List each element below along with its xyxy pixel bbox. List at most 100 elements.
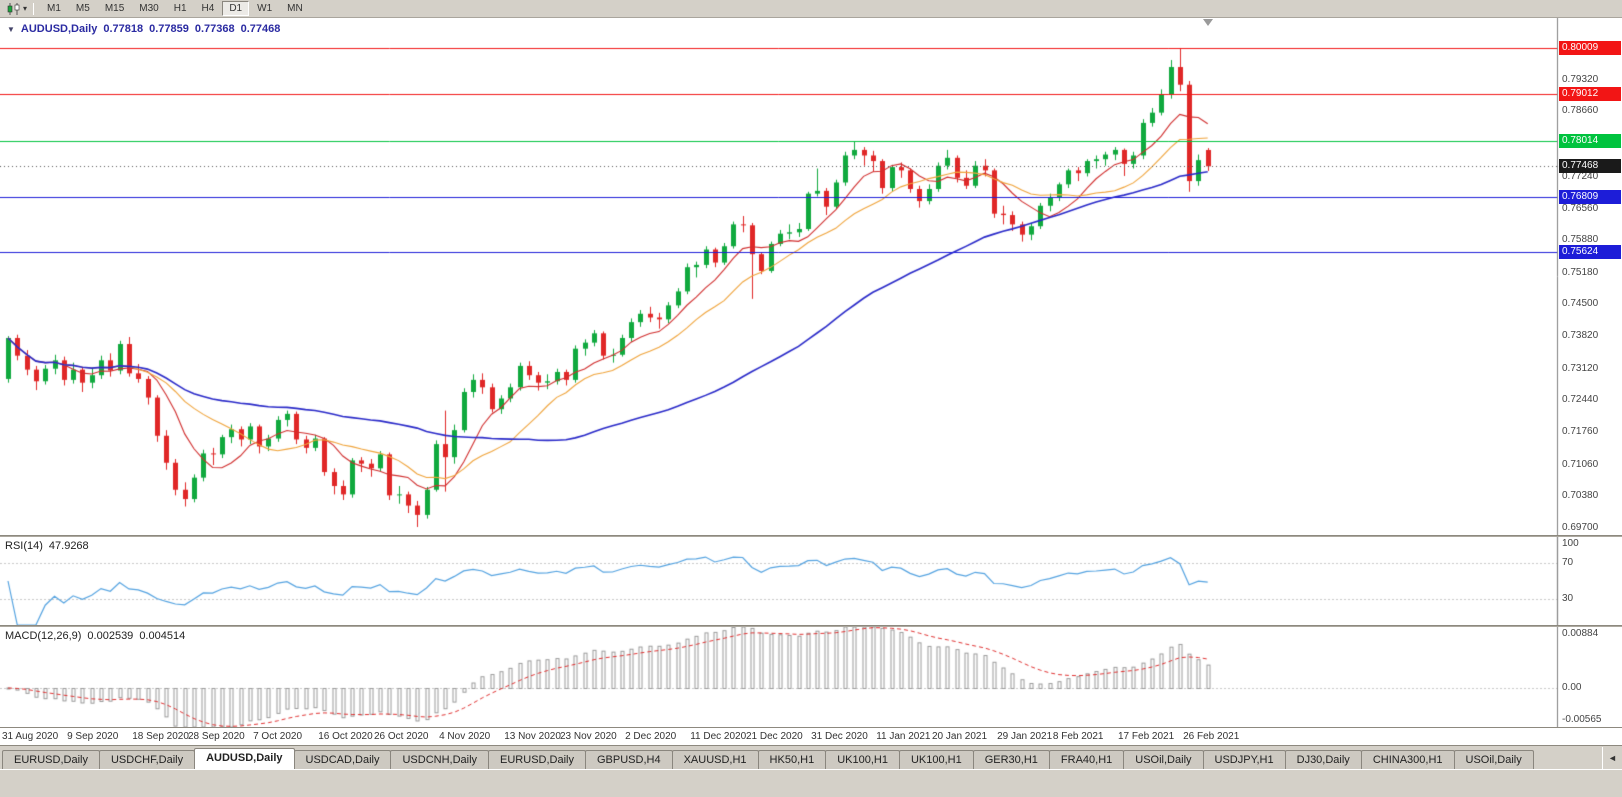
chart-tab-gbpusd-h4[interactable]: GBPUSD,H4 — [585, 750, 673, 769]
chart-tab-hk50-h1[interactable]: HK50,H1 — [757, 750, 827, 769]
chart-tab-audusd-daily[interactable]: AUDUSD,Daily — [194, 748, 295, 769]
date-label: 11 Jan 2021 — [876, 731, 931, 742]
ohlc-open-value: 0.77818 — [103, 23, 144, 35]
timeframe-buttons: M1 M5 M15 M30 H1 H4 D1 W1 MN — [40, 1, 311, 16]
date-label: 26 Oct 2020 — [374, 731, 429, 742]
macd-indicator-pane[interactable] — [0, 627, 1622, 727]
chart-tab-usoil-daily[interactable]: USOil,Daily — [1123, 750, 1204, 769]
date-label: 29 Jan 2021 — [997, 731, 1053, 742]
chart-shift-marker-icon[interactable] — [1203, 19, 1213, 26]
date-label: 26 Feb 2021 — [1183, 731, 1240, 742]
toolbar-separator — [33, 2, 35, 15]
chart-tab-ger30-h1[interactable]: GER30,H1 — [972, 750, 1050, 769]
macd-name: MACD(12,26,9) — [5, 630, 82, 642]
date-label: 11 Dec 2020 — [690, 731, 747, 742]
macd-axis[interactable] — [1558, 627, 1622, 727]
price-tick: 0.74500 — [1562, 298, 1599, 310]
hline-price-label: 0.79012 — [1559, 87, 1621, 102]
chart-type-button[interactable]: ▾ — [4, 2, 30, 15]
chart-tabs: EURUSD,Daily USDCHF,Daily AUDUSD,Daily USDC… — [0, 746, 1602, 769]
collapse-panel-icon[interactable]: ▼ — [7, 24, 15, 34]
macd-signal-value: 0.004514 — [139, 630, 186, 642]
price-tick: 0.79320 — [1562, 74, 1599, 86]
timeframe-button-h1[interactable]: H1 — [173, 3, 187, 14]
date-label: 13 Nov 2020 — [504, 731, 561, 742]
chart-tab-fra40-h1[interactable]: FRA40,H1 — [1048, 750, 1125, 769]
price-tick: 0.77240 — [1562, 170, 1599, 182]
hline-price-label: 0.78014 — [1559, 133, 1621, 148]
chart-tab-xauusd-h1[interactable]: XAUUSD,H1 — [671, 750, 759, 769]
price-tick: 0.75880 — [1562, 234, 1599, 246]
date-label: 4 Nov 2020 — [439, 731, 491, 742]
date-label: 8 Feb 2021 — [1052, 731, 1104, 742]
date-label: 2 Dec 2020 — [625, 731, 677, 742]
rsi-indicator-label: RSI(14) 47.9268 — [5, 540, 89, 552]
rsi-name: RSI(14) — [5, 540, 43, 552]
date-label: 17 Feb 2021 — [1118, 731, 1175, 742]
rsi-indicator-pane[interactable] — [0, 537, 1622, 625]
macd-main-value: 0.002539 — [87, 630, 134, 642]
status-bar — [0, 769, 1622, 797]
rsi-value: 47.9268 — [48, 540, 89, 552]
chart-tab-china300-h1[interactable]: CHINA300,H1 — [1360, 750, 1455, 769]
chart-tab-uk100-h1[interactable]: UK100,H1 — [825, 750, 900, 769]
timeframe-button-d1[interactable]: D1 — [222, 1, 250, 16]
price-tick: 0.76560 — [1562, 202, 1599, 214]
macd-indicator-label: MACD(12,26,9) 0.002539 0.004514 — [5, 630, 185, 642]
chart-tab-eurusd-daily[interactable]: EURUSD,Daily — [488, 750, 586, 769]
price-tick: 0.72440 — [1562, 394, 1599, 406]
chart-tab-usdchf-daily[interactable]: USDCHF,Daily — [98, 750, 196, 769]
dropdown-arrow-icon: ▾ — [23, 3, 28, 13]
ohlc-close-value: 0.77468 — [240, 23, 281, 35]
chart-tab-usdcnh-daily[interactable]: USDCNH,Daily — [390, 750, 490, 769]
timeframe-button-m1[interactable]: M1 — [47, 3, 61, 14]
price-tick: 0.78660 — [1562, 104, 1599, 116]
main-price-chart[interactable] — [0, 18, 1622, 535]
price-tick: 0.73120 — [1562, 362, 1599, 374]
macd-axis-tick: 0.00884 — [1562, 628, 1599, 639]
timeframe-button-m30[interactable]: M30 — [139, 3, 159, 14]
current-price-label: 0.77468 — [1559, 159, 1621, 174]
ohlc-low-value: 0.77368 — [194, 23, 235, 35]
date-axis[interactable]: 31 Aug 2020 9 Sep 2020 18 Sep 2020 28 Sep 2… — [0, 727, 1622, 745]
price-tick: 0.69700 — [1562, 521, 1599, 533]
tab-scroll-left-button[interactable]: ◄ — [1602, 747, 1622, 769]
date-label: 28 Sep 2020 — [188, 731, 245, 742]
date-label: 31 Dec 2020 — [811, 731, 868, 742]
ohlc-high-value: 0.77859 — [149, 23, 189, 35]
timeframe-toolbar: ▾ M1 M5 M15 M30 H1 H4 D1 W1 MN — [0, 0, 1622, 18]
chart-tab-usdcad-daily[interactable]: USDCAD,Daily — [293, 750, 392, 769]
price-tick: 0.73820 — [1562, 330, 1599, 342]
date-label: 7 Oct 2020 — [253, 731, 303, 742]
chart-tabs-bar: EURUSD,Daily USDCHF,Daily AUDUSD,Daily USDC… — [0, 745, 1622, 769]
chart-title: ▼ AUDUSD,Daily 0.77818 0.77859 0.77368 0… — [7, 23, 280, 35]
date-label: 23 Nov 2020 — [560, 731, 617, 742]
hline-price-label: 0.75624 — [1559, 245, 1621, 260]
rsi-axis-tick: 30 — [1562, 592, 1574, 604]
pane-splitter[interactable] — [0, 535, 1622, 537]
chart-tab-eurusd-daily[interactable]: EURUSD,Daily — [2, 750, 100, 769]
timeframe-button-h4[interactable]: H4 — [201, 3, 215, 14]
rsi-axis-tick: 70 — [1562, 557, 1574, 569]
timeframe-button-mn[interactable]: MN — [287, 3, 303, 14]
chart-symbol-period: AUDUSD,Daily — [20, 23, 98, 35]
price-tick: 0.70380 — [1562, 490, 1599, 502]
price-tick: 0.71760 — [1562, 426, 1599, 438]
date-label: 16 Oct 2020 — [318, 731, 373, 742]
chart-tab-dj30-daily[interactable]: DJ30,Daily — [1284, 750, 1362, 769]
price-tick: 0.71060 — [1562, 458, 1599, 470]
rsi-axis[interactable] — [1558, 537, 1622, 625]
timeframe-button-m5[interactable]: M5 — [75, 3, 90, 14]
date-label: 18 Sep 2020 — [132, 731, 189, 742]
chart-tab-usdjpy-h1[interactable]: USDJPY,H1 — [1202, 750, 1286, 769]
timeframe-button-w1[interactable]: W1 — [257, 3, 273, 14]
timeframe-button-m15[interactable]: M15 — [104, 3, 125, 14]
chart-tab-usoil-daily[interactable]: USOil,Daily — [1453, 750, 1534, 769]
date-label: 20 Jan 2021 — [932, 731, 988, 742]
pane-splitter[interactable] — [0, 625, 1622, 627]
rsi-axis-tick: 100 — [1562, 538, 1579, 549]
macd-axis-tick: 0.00 — [1562, 682, 1582, 693]
macd-axis-tick: -0.00565 — [1562, 714, 1602, 725]
chart-tab-uk100-h1[interactable]: UK100,H1 — [898, 750, 974, 769]
